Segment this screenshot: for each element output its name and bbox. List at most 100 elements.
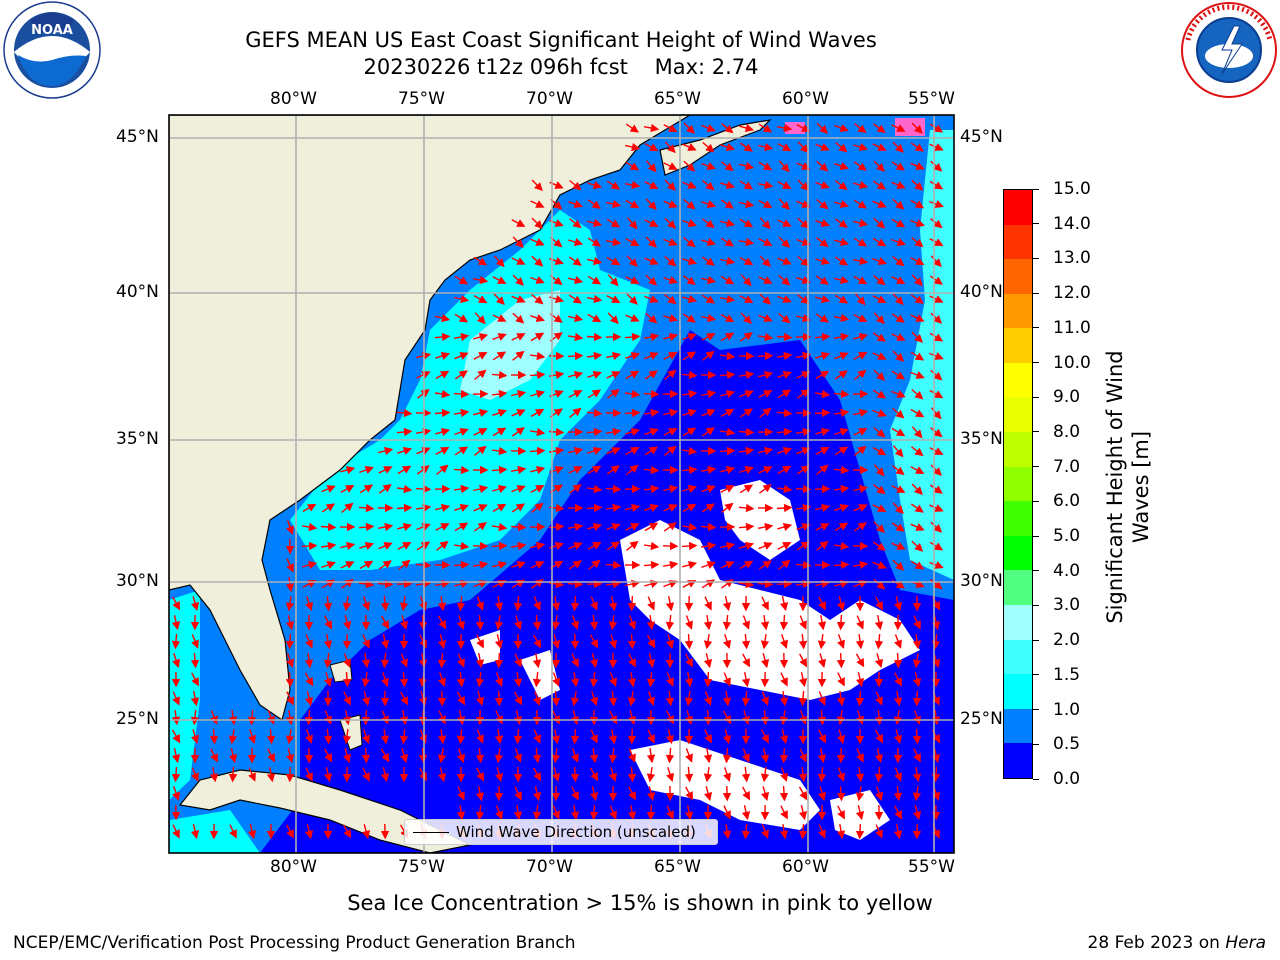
wave-direction-arrow bbox=[476, 634, 484, 649]
wave-direction-arrow bbox=[929, 123, 943, 133]
no-data-region-4 bbox=[470, 630, 890, 840]
wave-direction-arrow bbox=[817, 766, 827, 783]
wave-direction-arrow bbox=[568, 390, 583, 398]
wave-direction-arrow bbox=[701, 427, 715, 437]
wave-direction-arrow bbox=[286, 691, 294, 706]
wave-direction-arrow bbox=[646, 786, 656, 802]
wave-direction-arrow bbox=[476, 767, 484, 782]
wave-direction-arrow bbox=[628, 653, 636, 668]
wave-direction-arrow bbox=[872, 200, 887, 208]
wave-direction-arrow bbox=[931, 615, 941, 631]
wave-direction-arrow bbox=[720, 237, 735, 247]
wave-direction-arrow bbox=[228, 728, 238, 745]
colorbar-tick-label: 8.0 bbox=[1053, 421, 1081, 442]
wave-direction-arrow bbox=[415, 427, 432, 437]
wave-direction-arrow bbox=[701, 200, 717, 209]
wave-direction-arrow bbox=[530, 276, 545, 284]
wave-direction-arrow bbox=[570, 766, 580, 783]
wave-direction-arrow bbox=[929, 238, 944, 246]
wave-direction-arrow bbox=[700, 522, 717, 532]
wave-direction-arrow bbox=[570, 804, 580, 821]
wave-direction-arrow bbox=[874, 653, 884, 669]
wave-direction-arrow bbox=[607, 312, 619, 325]
wave-direction-arrow bbox=[473, 408, 489, 418]
colorbar-segment bbox=[1004, 328, 1032, 363]
wave-direction-arrow bbox=[911, 483, 923, 495]
wave-direction-arrow bbox=[778, 198, 790, 210]
wave-direction-arrow bbox=[552, 672, 560, 687]
wave-direction-arrow bbox=[190, 652, 200, 669]
wave-direction-arrow bbox=[530, 408, 545, 418]
wave-direction-arrow bbox=[551, 748, 561, 764]
wave-direction-arrow bbox=[491, 370, 508, 380]
wave-direction-arrow bbox=[286, 558, 294, 573]
wave-direction-arrow bbox=[589, 786, 599, 802]
wave-direction-arrow bbox=[362, 596, 370, 611]
wave-direction-arrow bbox=[342, 709, 352, 726]
wave-direction-arrow bbox=[415, 503, 432, 513]
wave-direction-arrow bbox=[758, 161, 773, 171]
wave-direction-arrow bbox=[285, 748, 295, 764]
wave-direction-arrow bbox=[514, 786, 522, 801]
wave-direction-arrow bbox=[492, 351, 507, 361]
colorbar-tick-label: 14.0 bbox=[1053, 213, 1091, 234]
wave-direction-arrow bbox=[358, 503, 375, 513]
wave-direction-arrow bbox=[172, 786, 180, 801]
wave-direction-arrow bbox=[436, 540, 449, 551]
wave-direction-arrow bbox=[665, 595, 675, 612]
wave-direction-arrow bbox=[720, 180, 736, 190]
wave-direction-arrow bbox=[929, 295, 944, 303]
wave-direction-arrow bbox=[834, 199, 850, 209]
wave-direction-arrow bbox=[473, 352, 488, 360]
wave-direction-arrow bbox=[304, 672, 314, 687]
wave-direction-arrow bbox=[816, 464, 829, 476]
wave-direction-arrow bbox=[682, 484, 698, 494]
wave-direction-arrow bbox=[625, 276, 640, 284]
wave-direction-arrow bbox=[590, 691, 599, 707]
wave-direction-arrow bbox=[814, 408, 831, 418]
wave-direction-arrow bbox=[473, 428, 488, 436]
wave-direction-arrow bbox=[797, 179, 809, 191]
wave-direction-arrow bbox=[778, 236, 790, 248]
wave-direction-arrow bbox=[853, 352, 868, 360]
wave-direction-arrow bbox=[210, 748, 218, 763]
wave-direction-arrow bbox=[304, 709, 314, 726]
wave-direction-arrow bbox=[891, 370, 906, 380]
wave-direction-arrow bbox=[190, 824, 200, 840]
wave-direction-arrow bbox=[719, 370, 736, 380]
wave-direction-arrow bbox=[586, 332, 603, 342]
wave-direction-arrow bbox=[779, 596, 789, 612]
wave-direction-arrow bbox=[853, 314, 868, 322]
wave-direction-arrow bbox=[779, 709, 789, 726]
wave-direction-arrow bbox=[874, 614, 884, 631]
wave-direction-arrow bbox=[720, 561, 735, 569]
wave-direction-arrow bbox=[266, 766, 276, 783]
wave-direction-arrow bbox=[532, 614, 542, 631]
wave-direction-arrow bbox=[209, 766, 219, 783]
wave-direction-arrow bbox=[397, 542, 412, 550]
wave-direction-arrow bbox=[628, 748, 636, 763]
wave-direction-arrow bbox=[378, 560, 392, 570]
lat-tick-left-30n: 30°N bbox=[116, 571, 159, 591]
wave-direction-arrow bbox=[855, 805, 865, 821]
wave-direction-arrow bbox=[665, 614, 675, 631]
wave-direction-arrow bbox=[663, 408, 679, 418]
wave-direction-arrow bbox=[741, 766, 751, 783]
wave-direction-arrow bbox=[780, 672, 788, 687]
wave-direction-arrow bbox=[891, 181, 906, 189]
lat-tick-left-25n: 25°N bbox=[116, 709, 159, 729]
wave-direction-arrow bbox=[609, 805, 617, 820]
wave-direction-arrow bbox=[210, 710, 218, 725]
wave-direction-arrow bbox=[797, 141, 809, 153]
wave-direction-arrow bbox=[929, 447, 944, 455]
wave-direction-arrow bbox=[437, 615, 447, 630]
wave-direction-arrow bbox=[266, 728, 276, 745]
wave-direction-arrow bbox=[606, 180, 620, 190]
wave-direction-arrow bbox=[453, 408, 470, 418]
wave-direction-arrow bbox=[589, 671, 599, 688]
colorbar-tick-label: 0.0 bbox=[1053, 769, 1081, 789]
wave-direction-arrow bbox=[778, 160, 790, 173]
wave-direction-arrow bbox=[778, 274, 791, 286]
wave-direction-arrow bbox=[609, 710, 617, 725]
wave-direction-arrow bbox=[380, 652, 390, 669]
